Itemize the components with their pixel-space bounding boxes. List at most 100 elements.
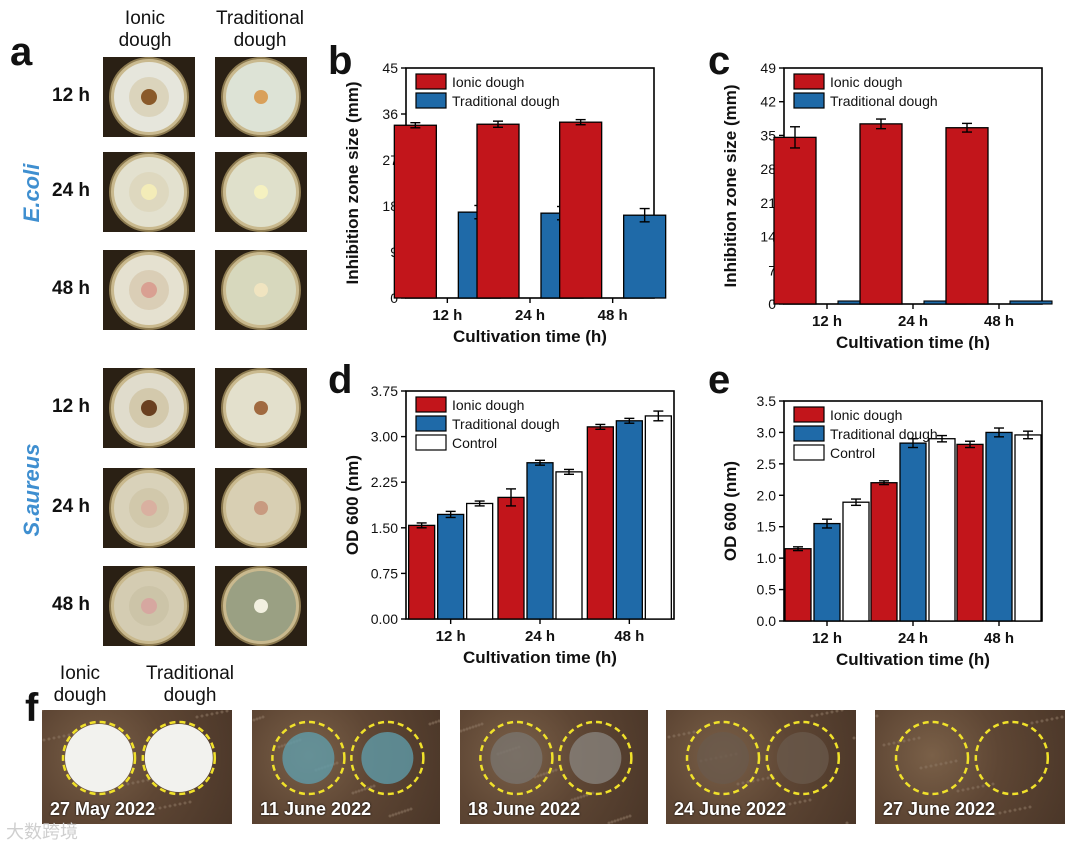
bar (586, 426, 614, 620)
y-tick-label: 3.0 (757, 424, 777, 440)
x-tick-label: 12 h (812, 630, 842, 647)
petri-dish-photo (215, 152, 307, 232)
legend-label: Ionic dough (830, 407, 902, 423)
panel-letter-f: f (25, 686, 39, 730)
x-tick-label: 12 h (436, 628, 466, 645)
soil-photo: 27 June 2022 (875, 710, 1065, 824)
panel-letter-a: a (10, 30, 33, 74)
legend-swatch (415, 396, 447, 413)
bar (1014, 434, 1042, 622)
bar (870, 482, 898, 622)
y-tick-label: 35 (760, 127, 776, 143)
photo-date-label: 27 June 2022 (883, 799, 996, 819)
bar-chart-e: e 0.0 0.5 1.0 1.5 2.0 2.5 3.0 3.5 12 h 24 h 48 h Cul… (708, 358, 1043, 669)
legend-swatch (415, 92, 447, 109)
petri-dish-photo (103, 566, 195, 646)
panel-letter-c: c (708, 39, 730, 83)
petri-dish-photo (215, 368, 307, 448)
legend-swatch (793, 406, 825, 423)
legend-swatch (415, 73, 447, 90)
bar (559, 121, 603, 299)
photo-date-label: 27 May 2022 (50, 799, 156, 819)
y-tick-label: 1.50 (371, 520, 398, 536)
dashed-circle-marker (685, 720, 761, 796)
y-tick-label: 14 (760, 229, 776, 245)
watermark: 大数跨境 (6, 822, 78, 842)
x-tick-label: 48 h (984, 630, 1014, 647)
legend-label: Traditional dough (452, 93, 560, 109)
y-tick-label: 0.5 (757, 582, 777, 598)
bar (985, 431, 1013, 622)
y-tick-label: 0 (768, 296, 776, 312)
panel-a-header-traditional: Traditional dough (215, 8, 304, 51)
species-label-saureus: S.aureus (19, 443, 44, 537)
y-tick-label: 21 (760, 195, 776, 211)
bar (497, 496, 525, 620)
dashed-circle-marker (765, 720, 841, 796)
soil-photo: 11 June 2022 (252, 710, 440, 824)
bar (899, 442, 927, 622)
petri-dish-photo (103, 57, 195, 137)
petri-dish-photo (215, 468, 307, 548)
time-label: 48 h (52, 594, 91, 615)
x-axis-label: Cultivation time (h) (463, 648, 617, 667)
petri-dish-photo (103, 250, 195, 330)
bar (784, 548, 812, 622)
bar-chart-d: d 0.00 0.75 1.50 2.25 3.00 3.75 12 h 24 h 48 h Cul… (328, 358, 675, 667)
bar (526, 462, 554, 620)
petri-dish-photo (103, 152, 195, 232)
bar (476, 123, 520, 299)
dashed-circle-marker (141, 720, 217, 796)
panel-a-header-ionic: Ionic dough (118, 8, 172, 51)
petri-dish-photo (215, 57, 307, 137)
dashed-circle-marker (894, 720, 970, 796)
y-axis-label: Inhibition zone size (mm) (721, 84, 740, 287)
y-tick-label: 3.00 (371, 429, 398, 445)
panel-letter-e: e (708, 358, 730, 402)
bar (859, 123, 903, 305)
x-tick-label: 48 h (598, 307, 628, 324)
bar (393, 124, 437, 299)
time-label: 12 h (52, 396, 91, 417)
legend-swatch (793, 73, 825, 90)
time-label: 12 h (52, 85, 91, 106)
y-tick-label: 36 (382, 106, 398, 122)
legend-swatch (793, 444, 825, 461)
bar (842, 501, 870, 622)
bar (773, 136, 817, 305)
legend-swatch (793, 425, 825, 442)
time-label: 48 h (52, 278, 91, 299)
dashed-circle-marker (350, 720, 425, 796)
y-tick-label: 28 (760, 161, 776, 177)
x-tick-label: 24 h (525, 628, 555, 645)
legend-label: Ionic dough (830, 74, 902, 90)
dashed-circle-marker (479, 720, 554, 796)
x-axis-label: Cultivation time (h) (836, 650, 990, 669)
x-tick-label: 48 h (984, 313, 1014, 330)
y-tick-label: 2.25 (371, 474, 398, 490)
bar (615, 420, 643, 620)
panel-letter-b: b (328, 39, 352, 83)
bar-zero (1009, 300, 1053, 305)
x-tick-label: 12 h (432, 307, 462, 324)
legend-label: Ionic dough (452, 397, 524, 413)
x-tick-label: 24 h (515, 307, 545, 324)
legend-label: Traditional dough (830, 93, 938, 109)
y-tick-label: 49 (760, 60, 776, 76)
y-tick-label: 2.0 (757, 487, 777, 503)
soil-photo: 27 May 2022 (42, 710, 232, 824)
y-tick-label: 3.75 (371, 383, 398, 399)
y-tick-label: 3.5 (757, 393, 777, 409)
time-label: 24 h (52, 180, 91, 201)
bar-chart-c: c 0 7 14 21 28 35 42 49 12 h 24 h 48 h Cultivation t… (708, 39, 1053, 350)
legend-swatch (793, 92, 825, 109)
y-tick-label: 2.5 (757, 456, 777, 472)
species-label-ecoli: E.coli (19, 163, 44, 223)
soil-photo: 18 June 2022 (460, 710, 648, 824)
panel-f-header-ionic: Ionic dough (53, 663, 107, 706)
bar (956, 443, 984, 622)
dashed-circle-marker (271, 720, 346, 796)
petri-dish-photo (215, 566, 307, 646)
y-tick-label: 1.5 (757, 519, 777, 535)
dashed-circle-marker (61, 720, 137, 796)
